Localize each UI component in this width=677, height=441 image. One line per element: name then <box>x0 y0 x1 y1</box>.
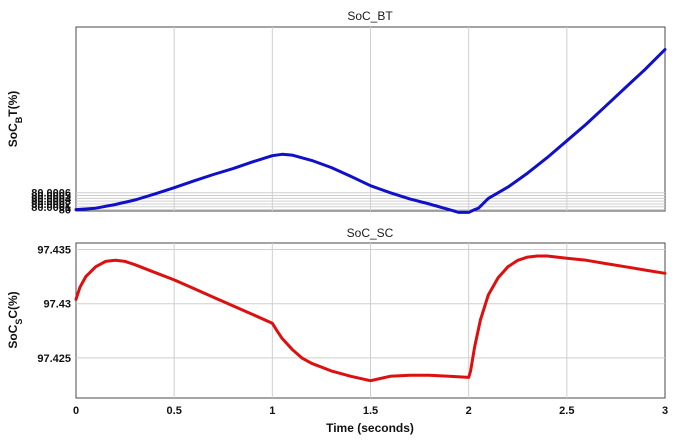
y-axis-label-soc-bt: SoCBT(%) <box>6 91 24 148</box>
x-tick-labels-soc-sc: 0 0.5 1 1.5 2 2.5 3 <box>73 405 668 417</box>
x-axis-label: Time (seconds) <box>326 421 414 435</box>
chart-title-soc-sc: SoC_SC <box>347 226 394 240</box>
y-tick-label-soc-bt: 80.0005 <box>31 191 71 203</box>
y-tick-label-soc-sc: 97.435 <box>37 245 71 257</box>
x-tick-label: 0 <box>73 405 79 417</box>
y-tick-label-soc-sc: 97.43 <box>43 299 71 311</box>
chart-title-soc-bt: SoC_BT <box>347 9 393 23</box>
grid-soc-sc <box>76 243 665 398</box>
series-line-soc-bt <box>74 48 667 214</box>
chart-soc-bt: 8080.000180.000280.000380.000480.000580.… <box>6 9 667 217</box>
y-tick-label-soc-bt: 80.0006 <box>31 188 71 200</box>
y-tick-label-soc-bt: 80.0001 <box>31 202 71 214</box>
x-tick-label: 1.5 <box>363 405 378 417</box>
x-tick-label: 2.5 <box>559 405 574 417</box>
x-tick-label: 1 <box>269 405 275 417</box>
y-tick-label-soc-bt: 80.0002 <box>31 199 71 211</box>
y-axis-label-soc-sc: SoCSC(%) <box>6 291 24 348</box>
y-tick-labels-soc-bt: 8080.000180.000280.000380.000480.000580.… <box>31 188 72 217</box>
grid-soc-bt <box>76 27 665 211</box>
y-tick-label-soc-sc: 97.425 <box>37 353 71 365</box>
series-line-soc-sc <box>74 254 667 383</box>
x-tick-label: 3 <box>662 405 668 417</box>
y-tick-labels-soc-sc: 97.425 97.43 97.435 <box>37 245 71 365</box>
y-tick-label-soc-bt: 80.0003 <box>31 196 71 208</box>
y-tick-label-soc-bt: 80 <box>59 205 71 217</box>
x-tick-label: 2 <box>466 405 472 417</box>
x-tick-label: 0.5 <box>167 405 182 417</box>
chart-soc-sc: 97.425 97.43 97.435 0 0.5 1 1.5 2 2.5 3 SoC_SC S… <box>6 226 668 435</box>
y-tick-label-soc-bt: 80.0004 <box>31 193 72 205</box>
